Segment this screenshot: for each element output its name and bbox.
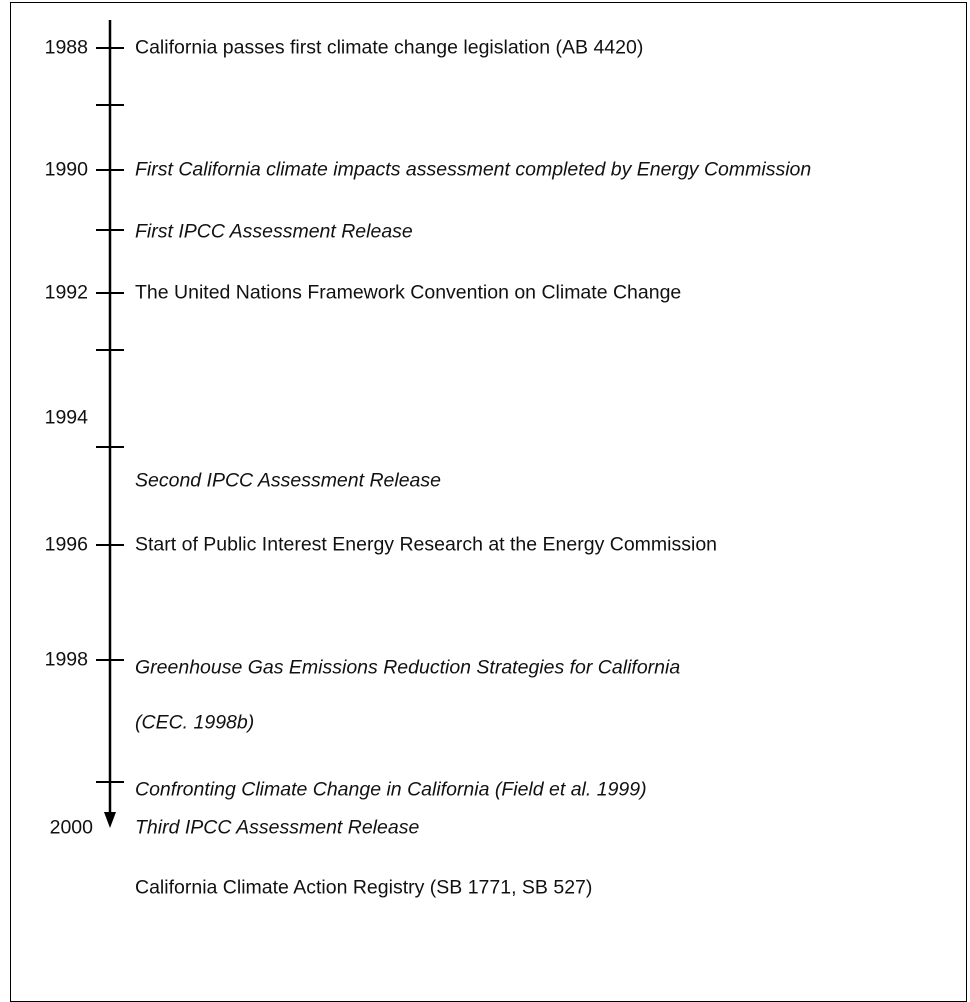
axis-arrow	[104, 812, 116, 828]
event: Third IPCC Assessment Release	[135, 816, 420, 839]
ticks	[96, 47, 124, 783]
event: First California climate impacts assessm…	[135, 158, 812, 181]
event: California passes first climate change l…	[135, 36, 644, 59]
year-label: 1990	[44, 158, 88, 181]
event: Second IPCC Assessment Release	[135, 469, 442, 492]
year-label: 1998	[44, 648, 88, 671]
event: Start of Public Interest Energy Research…	[135, 533, 718, 556]
event: The United Nations Framework Convention …	[135, 281, 682, 304]
event: (CEC. 1998b)	[135, 711, 255, 734]
year-label: 1994	[44, 406, 88, 429]
year-label: 1992	[44, 281, 88, 304]
year-label: 2000	[49, 816, 93, 839]
year-label: 1996	[44, 533, 88, 556]
event: California Climate Action Registry (SB 1…	[135, 876, 593, 899]
year-label: 1988	[44, 36, 88, 59]
event: Confronting Climate Change in California…	[135, 778, 647, 801]
event: Greenhouse Gas Emissions Reduction Strat…	[135, 656, 681, 679]
event: First IPCC Assessment Release	[135, 220, 413, 243]
